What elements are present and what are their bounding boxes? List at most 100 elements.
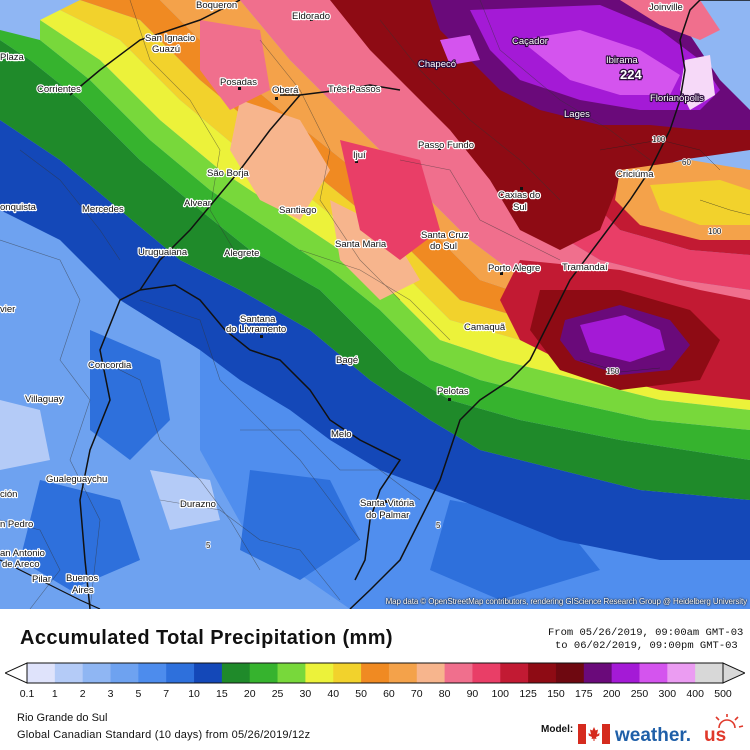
scale-cell bbox=[639, 663, 668, 683]
city-label: Aires bbox=[72, 585, 94, 596]
rain-patch-orange-80 bbox=[330, 200, 420, 300]
rain-band-darkred-150 bbox=[330, 0, 750, 250]
scale-tick-label: 70 bbox=[410, 688, 423, 700]
precipitation-map-svg: Boqueron Eldorado Joinville San Ignacio … bbox=[0, 0, 750, 609]
scale-cell bbox=[249, 663, 278, 683]
city-label: Sul bbox=[513, 202, 527, 213]
city-label: do Palmar bbox=[366, 510, 409, 521]
city-label: Villaguay bbox=[25, 394, 64, 405]
scale-tick-label: 250 bbox=[630, 688, 649, 700]
rain-patch-blue-7 bbox=[240, 470, 360, 580]
scale-labels: 0.1 1 2 3 5 7 10 15 20 25 30 40 50 60 70 80 90 100 125 150 1… bbox=[0, 688, 750, 702]
valid-period: From 05/26/2019, 09:00am GMT-03 to 06/02… bbox=[548, 627, 743, 653]
rain-patch-white-300 bbox=[680, 55, 715, 110]
city-label: Passo Fundo bbox=[418, 140, 474, 151]
city-label: vier bbox=[0, 304, 15, 315]
city-label: do Sul bbox=[430, 241, 457, 252]
scale-frame bbox=[26, 662, 724, 684]
country-borders bbox=[69, 0, 402, 609]
scale-cell bbox=[472, 663, 501, 683]
scale-cell bbox=[361, 663, 390, 683]
model-run-info: Global Canadian Standard (10 days) from … bbox=[17, 729, 311, 741]
contour-label: 150 bbox=[606, 367, 620, 376]
scale-tick-label: 500 bbox=[714, 688, 732, 700]
logo-text: weather. bbox=[614, 725, 691, 746]
valid-from: From 05/26/2019, 09:00am GMT-03 bbox=[548, 627, 744, 639]
city-label: Durazno bbox=[180, 499, 216, 510]
scale-tick-label: 175 bbox=[575, 688, 593, 700]
city-label: Chapecó bbox=[418, 59, 456, 70]
scale-cell bbox=[583, 663, 613, 683]
rain-patch-purple-250 bbox=[520, 30, 680, 95]
city-label: do Livramento bbox=[226, 324, 286, 335]
city-label: n Pedro bbox=[0, 519, 33, 530]
city-label: Posadas bbox=[220, 77, 257, 88]
weather-us-logo[interactable]: weather. us bbox=[577, 714, 749, 748]
city-label: Tramandaí bbox=[562, 262, 608, 273]
river-uruguay bbox=[0, 559, 101, 609]
contour-labels: 100 60 100 150 5 5 bbox=[205, 134, 722, 551]
rain-band-orange-70 bbox=[160, 0, 750, 345]
scale-tick-label: 100 bbox=[491, 688, 510, 700]
scale-tick-label: 125 bbox=[519, 688, 537, 700]
scale-cell bbox=[444, 663, 473, 683]
scale-tick-label: 60 bbox=[383, 688, 395, 700]
scale-tick-label: 300 bbox=[658, 688, 677, 700]
rain-patch-blue-7 bbox=[90, 330, 170, 460]
city-markers bbox=[56, 5, 671, 593]
scale-tick-label: 1 bbox=[51, 688, 58, 700]
rain-patch-orange-80 bbox=[230, 100, 330, 220]
city-label: Melo bbox=[331, 429, 352, 440]
scale-cell bbox=[166, 663, 195, 683]
city-label: onquista bbox=[0, 202, 37, 213]
city-label: Alvear bbox=[184, 198, 211, 209]
canada-flag-left-bar bbox=[578, 724, 586, 744]
city-label: Santa Cruz bbox=[421, 230, 469, 241]
scale-cell bbox=[221, 663, 251, 683]
contour-label: 100 bbox=[652, 135, 666, 144]
scale-tick-label: 40 bbox=[327, 688, 340, 700]
scale-cell bbox=[82, 663, 111, 683]
scale-cell bbox=[695, 663, 724, 683]
city-label: Ibirama bbox=[606, 55, 638, 66]
city-label: Porto Alegre bbox=[488, 263, 540, 274]
scale-tick-label: 2 bbox=[79, 688, 86, 700]
rain-band-green-20 bbox=[0, 30, 750, 460]
rain-band-pink-90 bbox=[240, 0, 750, 320]
city-label: Mercedes bbox=[82, 204, 124, 215]
scale-tick-label: 5 bbox=[135, 688, 142, 700]
scale-cell bbox=[333, 663, 362, 683]
rain-band-blue-10 bbox=[0, 120, 750, 560]
coastline bbox=[349, 0, 750, 609]
city-label: Camaquã bbox=[464, 322, 506, 333]
scale-tick-label: 30 bbox=[299, 688, 312, 700]
city-label: Corrientes bbox=[37, 84, 81, 95]
city-label: Florianópolis bbox=[650, 93, 704, 104]
city-label: San Ignacio bbox=[145, 33, 195, 44]
scale-cell bbox=[54, 663, 84, 683]
contour-lines bbox=[579, 139, 750, 373]
admin-borders bbox=[0, 0, 651, 609]
city-label: Buenos bbox=[66, 573, 98, 584]
map-attribution[interactable]: Map data © OpenStreetMap contributors, r… bbox=[385, 597, 747, 606]
rain-patch-pink-90 bbox=[620, 0, 720, 40]
scale-tick-label: 25 bbox=[271, 688, 284, 700]
canada-flag-right-bar bbox=[602, 724, 610, 744]
city-label: Ijuí bbox=[353, 150, 366, 161]
rain-patch-yellow-40 bbox=[650, 180, 750, 225]
rain-patch-purple-250 bbox=[440, 35, 480, 65]
logo-suffix: us bbox=[704, 725, 726, 746]
scale-cell bbox=[388, 663, 418, 683]
city-label: Uruguaiana bbox=[138, 247, 188, 258]
city-label: Plaza bbox=[0, 52, 24, 63]
city-label: ción bbox=[0, 489, 17, 500]
city-label: Pilar bbox=[32, 574, 51, 585]
rain-patch-blue-1 bbox=[150, 470, 220, 530]
city-label: Criciúma bbox=[616, 169, 654, 180]
precipitation-map: Boqueron Eldorado Joinville San Ignacio … bbox=[0, 0, 750, 609]
scale-cell bbox=[667, 663, 696, 683]
scale-left-arrow bbox=[5, 662, 28, 684]
scale-tick-label: 3 bbox=[107, 688, 114, 700]
scale-tick-label: 200 bbox=[602, 688, 621, 700]
rain-band-green-15 bbox=[0, 40, 750, 500]
